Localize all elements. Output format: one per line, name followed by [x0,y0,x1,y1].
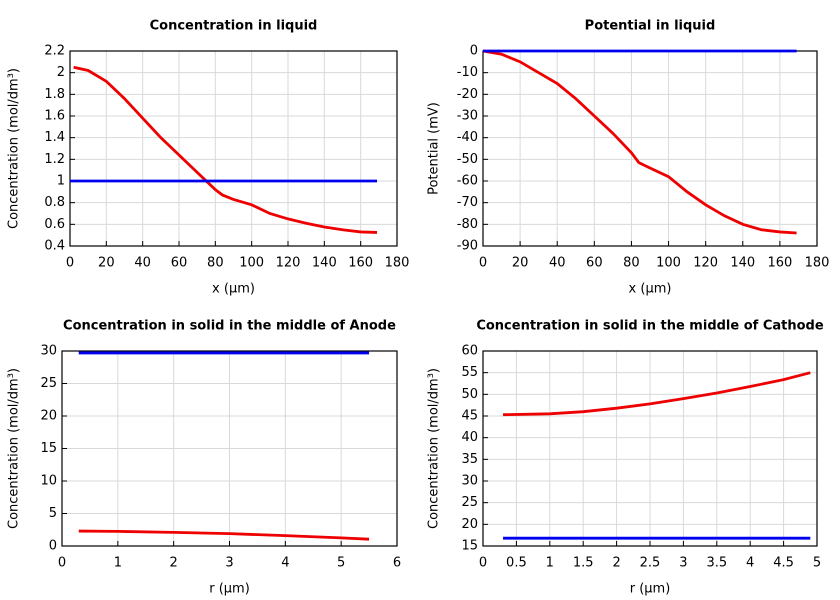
y-axis-label: Concentration (mol/dm³) [7,368,22,529]
chart-title: Concentration in liquid [150,19,318,34]
y-tick-label: 40 [461,430,478,445]
x-tick-label: 80 [623,256,640,271]
y-tick-label: 50 [461,387,478,402]
x-tick-label: 0 [479,556,487,571]
y-tick-label: -50 [457,152,478,167]
y-tick-label: 0 [470,44,478,59]
x-tick-label: 5 [337,556,345,571]
y-tick-label: -40 [457,130,478,145]
x-tick-label: 60 [586,256,603,271]
y-axis-label: Potential (mV) [427,102,442,195]
x-tick-label: 0 [58,556,66,571]
plot-frame [482,50,818,247]
plot-frame [482,350,818,547]
y-tick-label: 55 [461,365,478,380]
x-tick-label: 160 [348,256,373,271]
x-axis-label: x (µm) [212,282,255,297]
y-axis-label: Concentration (mol/dm³) [427,368,442,529]
plot-frame [69,50,398,247]
y-tick-label: -60 [457,174,478,189]
x-tick-label: 3 [679,556,687,571]
x-tick-label: 180 [805,256,830,271]
x-tick-label: 2.5 [640,556,661,571]
x-tick-label: 160 [767,256,792,271]
y-tick-label: 15 [461,539,478,554]
y-tick-label: -90 [457,239,478,254]
x-tick-label: 6 [393,556,401,571]
x-tick-label: 60 [171,256,188,271]
y-tick-label: -80 [457,217,478,232]
x-tick-label: 4 [281,556,289,571]
chart-title: Potential in liquid [585,19,716,34]
x-tick-label: 40 [134,256,151,271]
y-tick-label: 0 [49,539,57,554]
y-tick-label: 0.4 [44,239,65,254]
y-tick-label: 30 [40,344,57,359]
x-tick-label: 100 [239,256,264,271]
x-tick-label: 1 [546,556,554,571]
y-axis-label: Concentration (mol/dm³) [7,68,22,229]
y-tick-label: 10 [40,474,57,489]
y-tick-label: 20 [40,409,57,424]
x-tick-label: 120 [693,256,718,271]
y-tick-label: 20 [461,517,478,532]
x-tick-label: 5 [813,556,821,571]
x-tick-label: 1.5 [573,556,594,571]
y-tick-label: 5 [49,506,57,521]
chart-title: Concentration in solid in the middle of … [63,319,396,334]
x-tick-label: 20 [512,256,529,271]
x-tick-label: 0 [66,256,74,271]
x-tick-label: 140 [312,256,337,271]
x-axis-label: x (µm) [629,282,672,297]
y-tick-label: 25 [40,376,57,391]
y-tick-label: 15 [40,441,57,456]
x-axis-label: r (µm) [209,582,250,597]
y-tick-label: 45 [461,409,478,424]
x-tick-label: 4.5 [773,556,794,571]
plot-frame [61,350,398,547]
y-tick-label: 25 [461,495,478,510]
x-tick-label: 2 [170,556,178,571]
y-tick-label: -70 [457,195,478,210]
y-tick-label: 30 [461,474,478,489]
x-tick-label: 1 [114,556,122,571]
y-tick-label: 2.2 [44,44,65,59]
x-tick-label: 20 [98,256,115,271]
x-tick-label: 4 [746,556,754,571]
x-tick-label: 0 [479,256,487,271]
y-tick-label: -20 [457,87,478,102]
x-tick-label: 140 [730,256,755,271]
y-tick-label: 35 [461,452,478,467]
x-tick-label: 40 [549,256,566,271]
y-tick-label: 60 [461,344,478,359]
data-line [482,49,797,235]
x-tick-label: 0.5 [506,556,527,571]
x-axis-label: r (µm) [630,582,671,597]
x-tick-label: 100 [656,256,681,271]
data-line [503,371,811,417]
x-tick-label: 180 [385,256,410,271]
x-tick-label: 120 [276,256,301,271]
y-tick-label: -30 [457,109,478,124]
y-tick-label: 1.6 [44,109,65,124]
y-tick-label: 1.4 [44,130,65,145]
x-tick-label: 3.5 [706,556,727,571]
y-tick-label: 2 [57,65,65,80]
x-tick-label: 3 [225,556,233,571]
y-tick-label: 1.2 [44,152,65,167]
x-tick-label: 2 [612,556,620,571]
y-tick-label: -10 [457,65,478,80]
y-tick-label: 1 [57,174,65,189]
data-line [78,529,370,541]
y-tick-label: 0.8 [44,195,65,210]
x-tick-label: 80 [207,256,224,271]
y-tick-label: 0.6 [44,217,65,232]
chart-title: Concentration in solid in the middle of … [476,319,824,334]
data-line [73,65,378,234]
y-tick-label: 1.8 [44,87,65,102]
